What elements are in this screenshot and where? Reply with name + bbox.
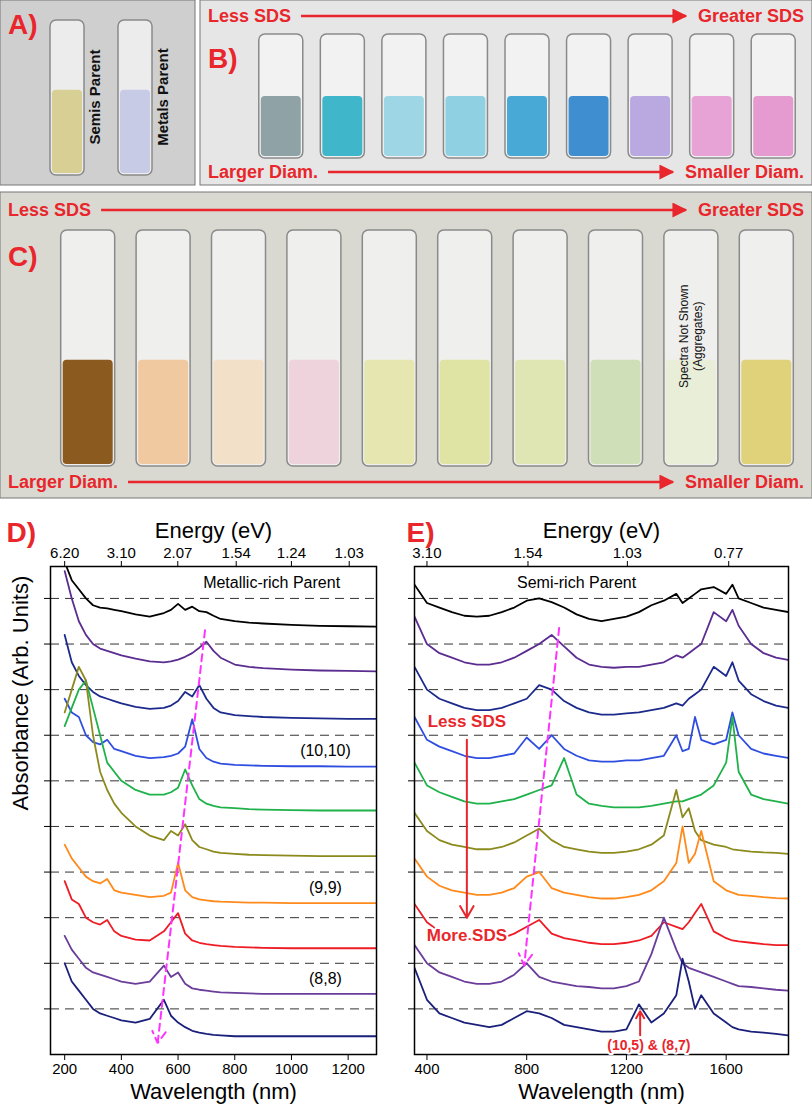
svg-text:Wavelength (nm): Wavelength (nm): [130, 1079, 297, 1104]
svg-text:1200: 1200: [331, 1060, 364, 1077]
svg-text:2.07: 2.07: [163, 544, 192, 561]
svg-text:Smaller Diam.: Smaller Diam.: [685, 162, 804, 182]
svg-text:400: 400: [414, 1060, 439, 1077]
svg-text:(8,8): (8,8): [309, 970, 342, 987]
svg-text:Metals Parent: Metals Parent: [154, 48, 171, 146]
svg-text:Energy (eV): Energy (eV): [543, 518, 660, 543]
svg-text:200: 200: [52, 1060, 77, 1077]
svg-text:More SDS: More SDS: [427, 926, 507, 945]
svg-text:C): C): [8, 241, 38, 272]
svg-text:Less SDS: Less SDS: [428, 712, 506, 731]
svg-text:Greater SDS: Greater SDS: [698, 200, 804, 220]
svg-text:Wavelength (nm): Wavelength (nm): [518, 1079, 685, 1104]
svg-text:Metallic-rich Parent: Metallic-rich Parent: [203, 574, 340, 591]
svg-text:Semi-rich Parent: Semi-rich Parent: [517, 574, 637, 591]
svg-text:A): A): [8, 9, 38, 40]
svg-text:1.54: 1.54: [513, 544, 542, 561]
svg-text:800: 800: [514, 1060, 539, 1077]
svg-text:Spectra Not Shown(Aggregates): Spectra Not Shown(Aggregates): [677, 285, 705, 388]
svg-text:800: 800: [222, 1060, 247, 1077]
svg-text:600: 600: [166, 1060, 191, 1077]
svg-text:Larger Diam.: Larger Diam.: [8, 472, 118, 492]
svg-text:Semis Parent: Semis Parent: [86, 49, 103, 144]
svg-text:Smaller Diam.: Smaller Diam.: [685, 472, 804, 492]
svg-text:1.03: 1.03: [335, 544, 364, 561]
svg-text:1000: 1000: [275, 1060, 308, 1077]
svg-text:1.54: 1.54: [222, 544, 251, 561]
svg-text:1.24: 1.24: [277, 544, 306, 561]
svg-text:Energy (eV): Energy (eV): [155, 518, 272, 543]
svg-text:1.03: 1.03: [613, 544, 642, 561]
svg-text:Less SDS: Less SDS: [8, 200, 91, 220]
svg-text:(10,5) & (8,7): (10,5) & (8,7): [607, 1037, 690, 1053]
svg-text:6.20: 6.20: [50, 544, 79, 561]
svg-text:(10,10): (10,10): [300, 742, 351, 759]
svg-text:Less SDS: Less SDS: [208, 6, 291, 26]
svg-text:400: 400: [109, 1060, 134, 1077]
svg-text:Absorbance (Arb. Units): Absorbance (Arb. Units): [8, 576, 33, 811]
svg-text:E): E): [407, 517, 435, 548]
svg-text:Greater SDS: Greater SDS: [698, 6, 804, 26]
svg-text:1600: 1600: [709, 1060, 742, 1077]
svg-text:3.10: 3.10: [412, 543, 442, 561]
svg-text:3.10: 3.10: [107, 544, 136, 561]
svg-text:0.77: 0.77: [714, 544, 743, 561]
svg-text:1200: 1200: [610, 1060, 643, 1077]
svg-text:(9,9): (9,9): [309, 879, 342, 896]
svg-text:D): D): [7, 517, 37, 548]
svg-text:B): B): [208, 43, 238, 74]
svg-text:Larger Diam.: Larger Diam.: [208, 162, 318, 182]
